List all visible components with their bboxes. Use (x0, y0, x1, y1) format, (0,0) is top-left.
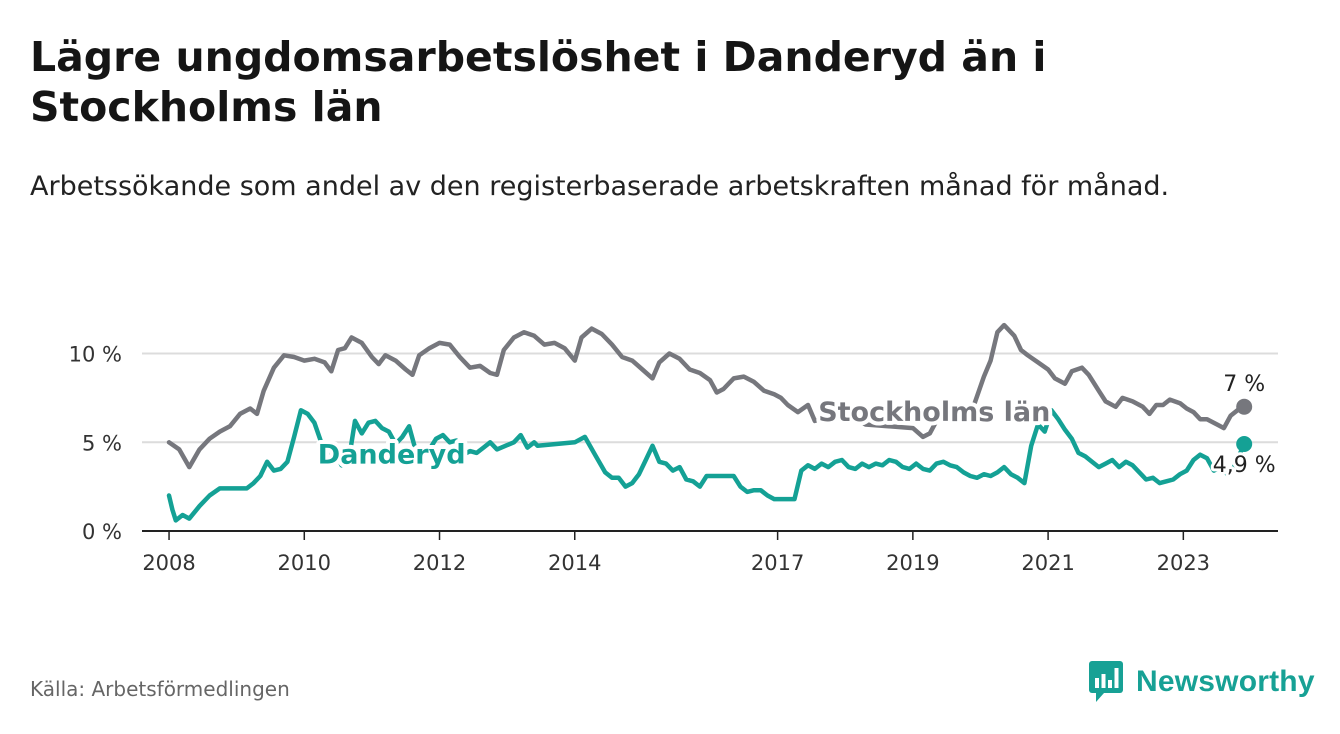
y-tick-label: 10 % (69, 343, 122, 367)
series-line-stockholms-lan (166, 322, 1247, 470)
source-note: Källa: Arbetsförmedlingen (30, 677, 290, 701)
y-axis-ticks: 0 % 5 % 10 % (69, 343, 122, 545)
end-label-danderyd: 4,9 % (1213, 453, 1276, 478)
x-tick-label: 2010 (278, 551, 331, 575)
end-marker-stockholms-lan (1236, 398, 1253, 415)
chart-subtitle: Arbetssökande som andel av den registerb… (30, 171, 1170, 202)
x-axis-ticks: 2008 2010 2012 2014 2017 2019 2021 2023 (142, 530, 1278, 575)
series-label-stockholms-lan: Stockholms län (818, 397, 1050, 428)
series-line-danderyd (166, 408, 1247, 523)
x-tick-label: 2008 (142, 551, 195, 575)
newsworthy-logo[interactable]: Newsworthy (1088, 660, 1315, 704)
y-tick-label: 5 % (82, 431, 122, 455)
x-tick-label: 2017 (751, 551, 804, 575)
series-label-danderyd: Danderyd (318, 440, 466, 471)
end-marker-danderyd (1236, 436, 1253, 453)
x-tick-label: 2021 (1021, 551, 1074, 575)
y-tick-label: 0 % (82, 520, 122, 544)
series-lines (166, 322, 1247, 523)
x-tick-label: 2023 (1157, 551, 1210, 575)
gridlines (142, 352, 1278, 444)
series-labels: Stockholms län 7 % Danderyd 4,9 % (314, 369, 1279, 481)
line-chart: 0 %5 %10 % 2008 2010 2012 2014 2017 2019 2021 2… (69, 322, 1279, 575)
end-label-stockholms-lan: 7 % (1223, 372, 1265, 397)
newsworthy-logo-text: Newsworthy (1136, 665, 1315, 698)
chart-title: Lägre ungdomsarbetslöshet i Danderyd än … (30, 33, 1047, 131)
x-tick-label: 2012 (413, 551, 466, 575)
x-tick-label: 2014 (548, 551, 601, 575)
x-tick-label: 2019 (886, 551, 939, 575)
newsworthy-logo-icon (1089, 661, 1123, 702)
